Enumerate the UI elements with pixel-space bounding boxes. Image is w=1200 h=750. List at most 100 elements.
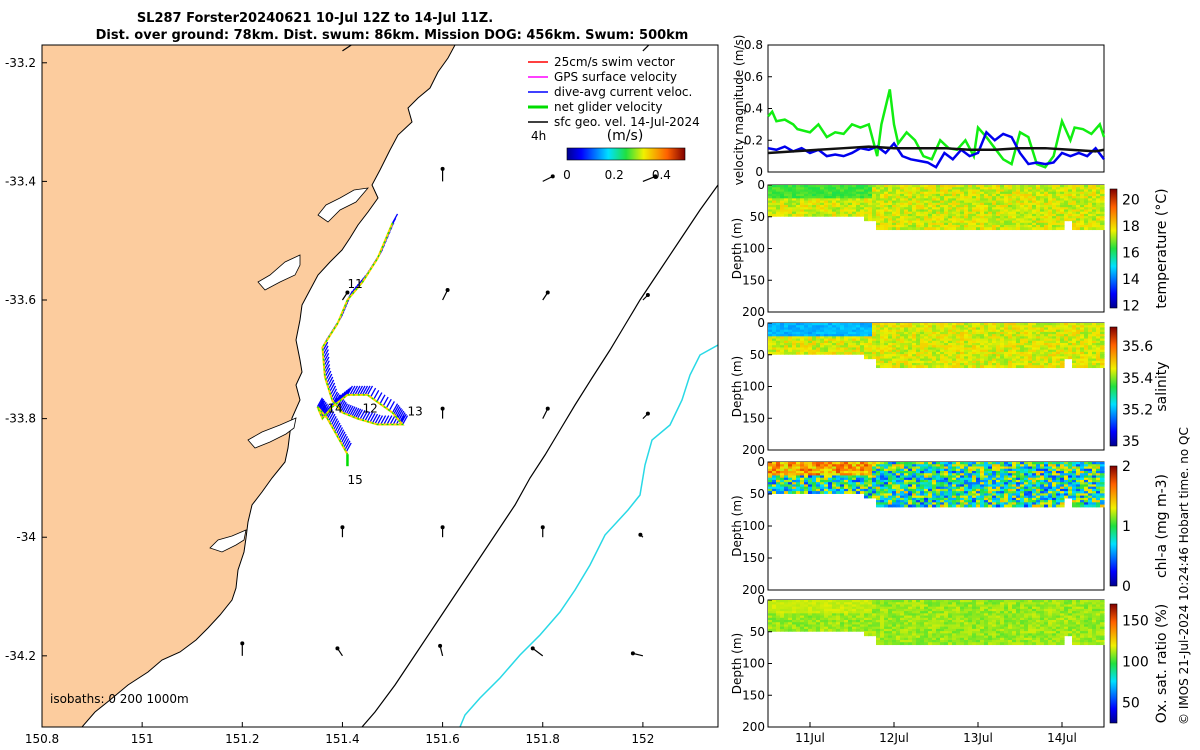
section-cell <box>968 482 973 485</box>
section-cell <box>1028 193 1033 197</box>
section-cell <box>792 207 797 211</box>
section-cell <box>768 462 773 465</box>
section-cell <box>796 325 801 329</box>
section-cell <box>784 613 789 617</box>
section-cell <box>1012 356 1017 360</box>
section-cell <box>1068 334 1073 337</box>
section-cell <box>896 475 901 479</box>
section-cell <box>1004 473 1009 477</box>
section-cell <box>968 345 973 349</box>
section-cell <box>1096 464 1101 468</box>
section-cell <box>940 200 945 204</box>
section-cell <box>1016 196 1021 199</box>
section-cell <box>868 213 873 217</box>
section-cell <box>1012 334 1017 337</box>
section-cell <box>800 488 805 492</box>
section-cell <box>1036 209 1041 213</box>
section-cell <box>936 462 941 465</box>
section-cell <box>820 466 825 470</box>
section-cell <box>1036 331 1041 335</box>
section-cell <box>1012 351 1017 355</box>
section-cell <box>1024 495 1029 499</box>
section-cell <box>960 222 965 226</box>
section-cell <box>924 482 929 485</box>
section-cell <box>900 209 905 213</box>
section-cell <box>784 604 789 608</box>
section-cell <box>1064 351 1069 355</box>
section-cell <box>868 198 873 202</box>
section-cell <box>932 211 937 215</box>
section-cell <box>1052 356 1057 360</box>
section-cell <box>876 349 881 353</box>
section-cell <box>1016 484 1021 488</box>
section-cell <box>812 491 817 494</box>
section-cell <box>912 354 917 357</box>
section-cell <box>1036 351 1041 355</box>
section-cell <box>1084 497 1089 501</box>
section-cell <box>992 220 997 224</box>
section-cell <box>872 351 877 355</box>
section-cell <box>1092 343 1097 346</box>
map-xtick-label: 151 <box>131 732 154 746</box>
section-cell <box>936 220 941 224</box>
section-cell <box>1028 345 1033 349</box>
section-cell <box>960 227 965 231</box>
section-ytick-label: 0 <box>757 316 765 330</box>
section-cell <box>888 351 893 355</box>
section-cell <box>1068 475 1073 479</box>
section-cell <box>1024 325 1029 329</box>
section-cell <box>960 500 965 503</box>
section-cell <box>852 338 857 342</box>
section-cell <box>1008 331 1013 335</box>
section-cell <box>952 484 957 488</box>
section-cell <box>924 222 929 226</box>
section-ylabel: Depth (m) <box>730 218 744 279</box>
section-cell <box>896 347 901 351</box>
section-cell <box>1016 209 1021 213</box>
section-cell <box>828 327 833 331</box>
section-cell <box>868 193 873 197</box>
section-cell <box>1096 340 1101 344</box>
section-cell <box>876 477 881 481</box>
section-cell <box>996 504 1001 508</box>
section-cell <box>936 325 941 329</box>
section-cell <box>1084 216 1089 219</box>
section-cell <box>804 468 809 472</box>
section-cell <box>1028 497 1033 501</box>
section-cell <box>1000 464 1005 468</box>
section-cell <box>844 482 849 485</box>
section-cell <box>828 473 833 477</box>
section-cell <box>936 340 941 344</box>
section-cell <box>1092 327 1097 331</box>
section-cell <box>776 617 781 621</box>
section-cell <box>904 479 909 483</box>
section-cell <box>940 220 945 224</box>
section-cell <box>1048 216 1053 219</box>
section-cell <box>996 187 1001 191</box>
section-cell <box>1040 466 1045 470</box>
section-cell <box>1008 325 1013 329</box>
section-cell <box>1064 462 1069 465</box>
section-cell <box>956 338 961 342</box>
section-cell <box>856 477 861 481</box>
section-cell <box>1036 202 1041 206</box>
section-cell <box>1032 493 1037 497</box>
section-cell <box>892 484 897 488</box>
section-cell <box>952 209 957 213</box>
section-cell <box>1072 213 1077 217</box>
section-cell <box>1036 504 1041 508</box>
section-cell <box>1012 213 1017 217</box>
section-cell <box>1044 187 1049 191</box>
section-cell <box>832 323 837 326</box>
section-cell <box>996 365 1001 369</box>
section-cell <box>1092 216 1097 219</box>
section-cell <box>964 349 969 353</box>
section-cell <box>1100 196 1105 199</box>
section-cell <box>896 466 901 470</box>
section-cell <box>940 351 945 355</box>
section-cell <box>948 207 953 211</box>
section-cell <box>980 209 985 213</box>
section-cell <box>1056 363 1061 366</box>
section-cell <box>888 466 893 470</box>
section-cell <box>844 323 849 326</box>
